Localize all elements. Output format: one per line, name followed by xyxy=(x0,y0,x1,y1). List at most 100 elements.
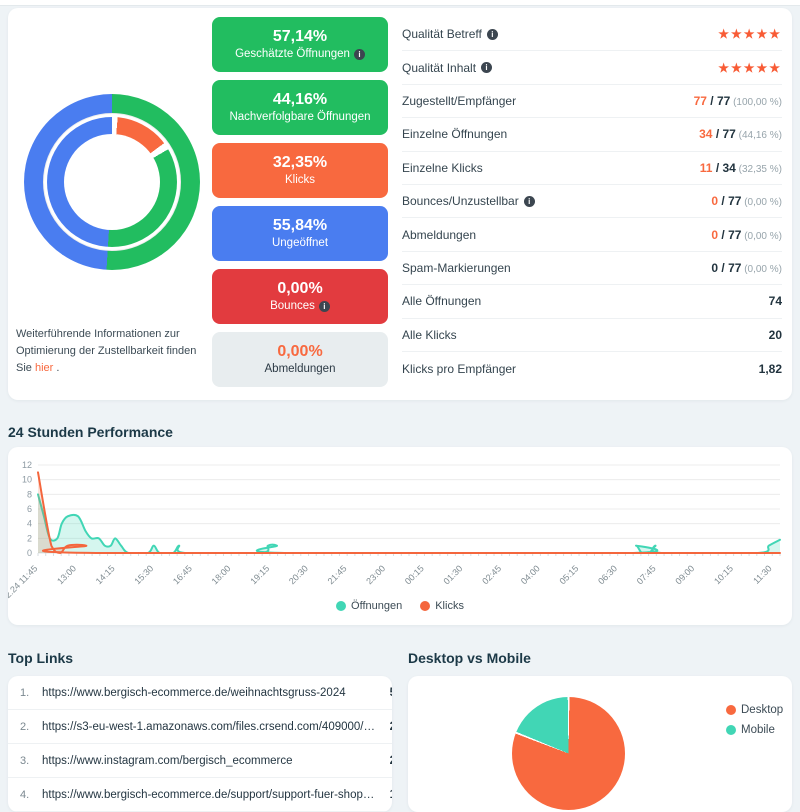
stat-row-value: 74 xyxy=(769,294,782,308)
info-icon[interactable]: i xyxy=(318,300,330,312)
stat-cards-column: 57,14% Geschätzte Öffnungen i 44,16% Nachver… xyxy=(212,17,388,395)
stat-row-value: 20 xyxy=(769,328,782,342)
stats-row-einzelne-ffnungen: Einzelne Öffnungen 34 / 77 (44,16 %) xyxy=(402,118,782,152)
hier-link[interactable]: hier xyxy=(34,362,54,375)
stat-row-label: Alle Klicks xyxy=(402,328,457,342)
y-axis-tick: 8 xyxy=(27,489,32,499)
stat-row-label: Qualität Betreff i xyxy=(402,27,498,41)
value-primary: 11 xyxy=(699,160,713,175)
x-axis-label: 14:15 xyxy=(94,563,117,586)
link-index: 4. xyxy=(20,788,30,801)
stats-row-alle-ffnungen: Alle Öffnungen 74 xyxy=(402,285,782,319)
stat-row-label: Spam-Markierungen xyxy=(402,261,511,275)
stats-row-bounces-unzustellbar: Bounces/Unzustellbar i 0 / 77 (0,00 %) xyxy=(402,185,782,219)
x-axis-label: 15:30 xyxy=(132,563,155,586)
link-url[interactable]: https://s3-eu-west-1.amazonaws.com/files… xyxy=(42,720,378,733)
stat-card-label-text: Klicks xyxy=(284,173,316,186)
x-axis-label: 07:45 xyxy=(635,563,658,586)
pie-legend-item-desktop[interactable]: Desktop xyxy=(726,704,783,716)
stat-card-abmeldungen: 0,00% Abmeldungen xyxy=(212,332,388,387)
ffnungen-legend-dot xyxy=(336,601,347,611)
info-icon[interactable]: i xyxy=(353,48,365,60)
mobile-legend-dot xyxy=(726,725,736,735)
donut-hole xyxy=(64,134,160,230)
stat-card-klicks: 32,35% Klicks xyxy=(212,143,388,198)
stats-row-klicks-pro-empf-nger: Klicks pro Empfänger 1,82 xyxy=(402,352,782,385)
value-percent: (0,00 %) xyxy=(741,263,782,275)
link-row: 2. https://s3-eu-west-1.amazonaws.com/fil… xyxy=(8,710,392,744)
link-row: 3. https://www.instagram.com/bergisch_eco… xyxy=(8,744,392,778)
y-axis-tick: 12 xyxy=(22,460,32,470)
stat-card-label-text: Bounces xyxy=(270,299,315,312)
series-line-klicks xyxy=(37,471,781,554)
value-primary: 77 xyxy=(693,93,707,108)
stats-row-zugestellt-empf-nger: Zugestellt/Empfänger 77 / 77 (100,00 %) xyxy=(402,85,782,119)
x-axis-label: 05:15 xyxy=(557,563,580,586)
stat-card-nachverfolgbare-ffnungen: 44,16% Nachverfolgbare Öffnungen xyxy=(212,80,388,135)
stat-card-gesch-tzte-ffnungen: 57,14% Geschätzte Öffnungen i xyxy=(212,17,388,72)
legend-label: Desktop xyxy=(741,704,784,716)
stat-card-unge-ffnet: 55,84% Ungeöffnet xyxy=(212,206,388,261)
stat-card-label: Abmeldungen xyxy=(265,362,336,377)
x-axis-label: 20:30 xyxy=(287,563,310,586)
link-url[interactable]: https://www.bergisch-ecommerce.de/weihna… xyxy=(42,686,346,699)
stats-row-einzelne-klicks: Einzelne Klicks 11 / 34 (32,35 %) xyxy=(402,152,782,185)
y-axis-tick: 10 xyxy=(22,475,32,485)
stats-row-spam-markierungen: Spam-Markierungen 0 / 77 (0,00 %) xyxy=(402,252,782,286)
link-url[interactable]: https://www.instagram.com/bergisch_ecomm… xyxy=(42,754,293,767)
stat-row-label: Klicks pro Empfänger xyxy=(402,362,516,376)
stat-card-label: Bounces i xyxy=(270,299,330,314)
value-slash: / xyxy=(712,160,723,175)
note-text: Weiterführende Informationen zur Optimie… xyxy=(16,328,197,375)
value-slash: / xyxy=(706,93,717,108)
stat-card-label: Ungeöffnet xyxy=(272,236,328,251)
donut-ring-gap xyxy=(43,113,181,251)
stat-row-label: Alle Öffnungen xyxy=(402,294,481,308)
info-icon[interactable]: i xyxy=(486,28,498,40)
note-text-after: . xyxy=(53,362,60,375)
link-click-count: 5 xyxy=(390,687,392,699)
top-links-title: Top Links xyxy=(8,650,74,666)
link-index: 3. xyxy=(20,754,30,767)
value-primary: 0 xyxy=(711,227,719,242)
stat-card-label: Klicks xyxy=(285,173,315,188)
link-row: 1. https://www.bergisch-ecommerce.de/weih… xyxy=(8,676,392,710)
stat-card-value: 32,35% xyxy=(272,154,328,172)
performance-chart-card: 0 2 4 6 8 10 12 .2.24 11:45 13:00 14:15 15:30 16:45… xyxy=(8,447,792,625)
value-total: 77 xyxy=(728,260,742,275)
stat-card-label: Geschätzte Öffnungen i xyxy=(235,47,365,62)
stat-row-label-text: Alle Klicks xyxy=(402,327,457,342)
x-axis-label: 06:30 xyxy=(596,563,619,586)
stat-row-label: Einzelne Öffnungen xyxy=(402,127,507,141)
stat-row-value: 0 / 77 (0,00 %) xyxy=(711,194,782,208)
link-url[interactable]: https://www.bergisch-ecommerce.de/suppor… xyxy=(42,788,378,801)
pie-legend-item-mobile[interactable]: Mobile xyxy=(726,724,783,736)
link-index: 1. xyxy=(20,686,30,699)
value-total: 34 xyxy=(722,160,736,175)
info-icon[interactable]: i xyxy=(523,195,535,207)
stat-row-value: 0 / 77 (0,00 %) xyxy=(711,261,782,275)
stat-row-label-text: Klicks pro Empfänger xyxy=(402,361,517,376)
stat-card-value: 57,14% xyxy=(272,28,328,46)
x-axis-label: 00:15 xyxy=(403,563,426,586)
value-total: 77 xyxy=(716,93,731,108)
legend-label: Öffnungen xyxy=(351,600,403,612)
legend-item-klicks[interactable]: Klicks xyxy=(420,600,464,612)
star-rating: ★★★★★ xyxy=(718,60,782,75)
y-axis-tick: 0 xyxy=(27,548,32,558)
line-chart: 0 2 4 6 8 10 12 .2.24 11:45 13:00 14:15 15:30 16:45… xyxy=(8,460,781,599)
legend-item-ffnungen[interactable]: Öffnungen xyxy=(336,600,402,612)
devices-card: Desktop Mobile xyxy=(408,676,792,812)
value-percent: (0,00 %) xyxy=(741,197,782,209)
series-area-ffnungen xyxy=(38,494,780,553)
x-axis-label: 10:15 xyxy=(712,563,735,586)
value-slash: / xyxy=(718,227,729,242)
stat-row-label-text: Einzelne Klicks xyxy=(402,160,483,175)
stat-card-label-text: Abmeldungen xyxy=(264,362,336,375)
x-axis-label: 04:00 xyxy=(519,563,542,586)
info-icon[interactable]: i xyxy=(481,62,493,74)
series-area-klicks xyxy=(38,472,780,553)
stat-row-label: Einzelne Klicks xyxy=(402,161,483,175)
stat-card-label-text: Geschätzte Öffnungen xyxy=(235,47,350,60)
devices-title: Desktop vs Mobile xyxy=(408,650,531,666)
